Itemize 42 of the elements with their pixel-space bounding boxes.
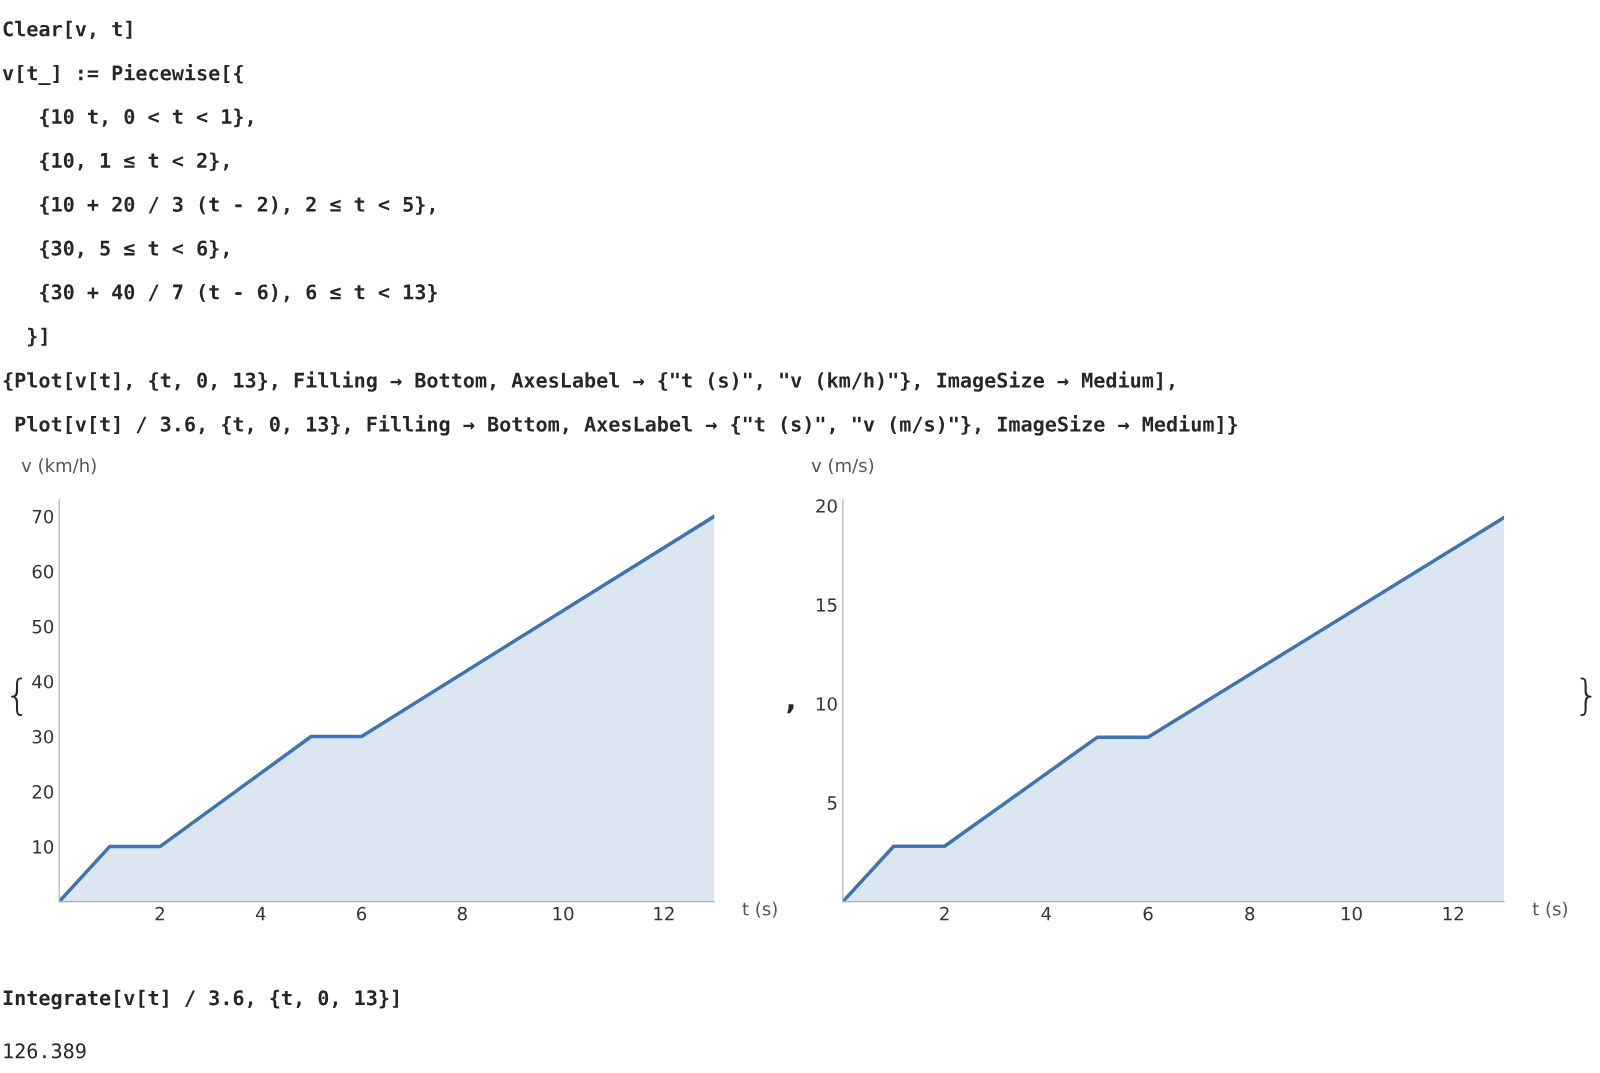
text: } — [1580, 677, 1592, 716]
y-tick-label: 10 — [33, 840, 54, 854]
y-tick-label: 5 — [827, 796, 837, 810]
y-tick-label: 70 — [32, 509, 54, 524]
y-tick-label: 20 — [816, 499, 837, 513]
y-tick-label: 40 — [32, 674, 54, 689]
x-axis-title: t (s) — [742, 901, 777, 918]
text: Clear[v, t] — [3, 20, 132, 39]
text: v[t_] := Piecewise[{ — [2, 63, 243, 86]
text: {10 t, 0 < t < 1}, — [40, 108, 253, 128]
x-tick-label: 10 — [553, 906, 574, 921]
x-tick-label: 10 — [1341, 906, 1362, 921]
text: {30, 5 ≤ t < 6}, — [40, 240, 228, 259]
x-tick-label: 12 — [1443, 906, 1463, 921]
x-tick-label: 12 — [654, 906, 674, 921]
text: 126.389 — [4, 1043, 86, 1059]
x-tick-label: 4 — [1041, 907, 1052, 921]
text: , — [787, 704, 794, 714]
x-tick-label: 2 — [155, 906, 164, 921]
text: Plot[v[t] / 3.6, {t, 0, 13}, Filling → Bottom, AxesLabel → {"t (s)", "v (m/s)"}, ImageSize → Medium]} — [15, 415, 1238, 436]
x-tick-label: 6 — [357, 906, 367, 921]
text: {10, 1 ≤ t < 2}, — [40, 152, 228, 172]
x-tick-label: 6 — [1143, 906, 1153, 921]
x-tick-label: 2 — [940, 906, 949, 921]
text: }] — [28, 327, 47, 347]
x-tick-label: 8 — [1245, 906, 1255, 921]
y-tick-label: 50 — [32, 619, 54, 634]
y-tick-label: 10 — [817, 697, 837, 711]
y-tick-label: 15 — [817, 598, 837, 612]
x-axis-title: t (s) — [1532, 901, 1567, 918]
text: { — [11, 677, 23, 716]
text: {10 + 20 / 3 (t - 2), 2 ≤ t < 5}, — [40, 196, 435, 215]
text: {Plot[v[t], {t, 0, 13}, Filling → Bottom, AxesLabel → {"t (s)", "v (km/h)"}, ImageSize → Medium], — [3, 371, 1174, 392]
text: Integrate[v[t] / 3.6, {t, 0, 13}] — [3, 989, 398, 1010]
y-axis-title: v (km/h) — [21, 458, 96, 475]
y-tick-label: 60 — [32, 564, 54, 579]
x-tick-label: 4 — [255, 907, 266, 921]
text: {30 + 40 / 7 (t - 6), 6 ≤ t < 13} — [40, 284, 437, 303]
y-tick-label: 20 — [32, 785, 54, 799]
y-tick-label: 30 — [32, 729, 54, 744]
y-axis-title: v (m/s) — [811, 458, 874, 475]
x-tick-label: 8 — [457, 906, 467, 921]
